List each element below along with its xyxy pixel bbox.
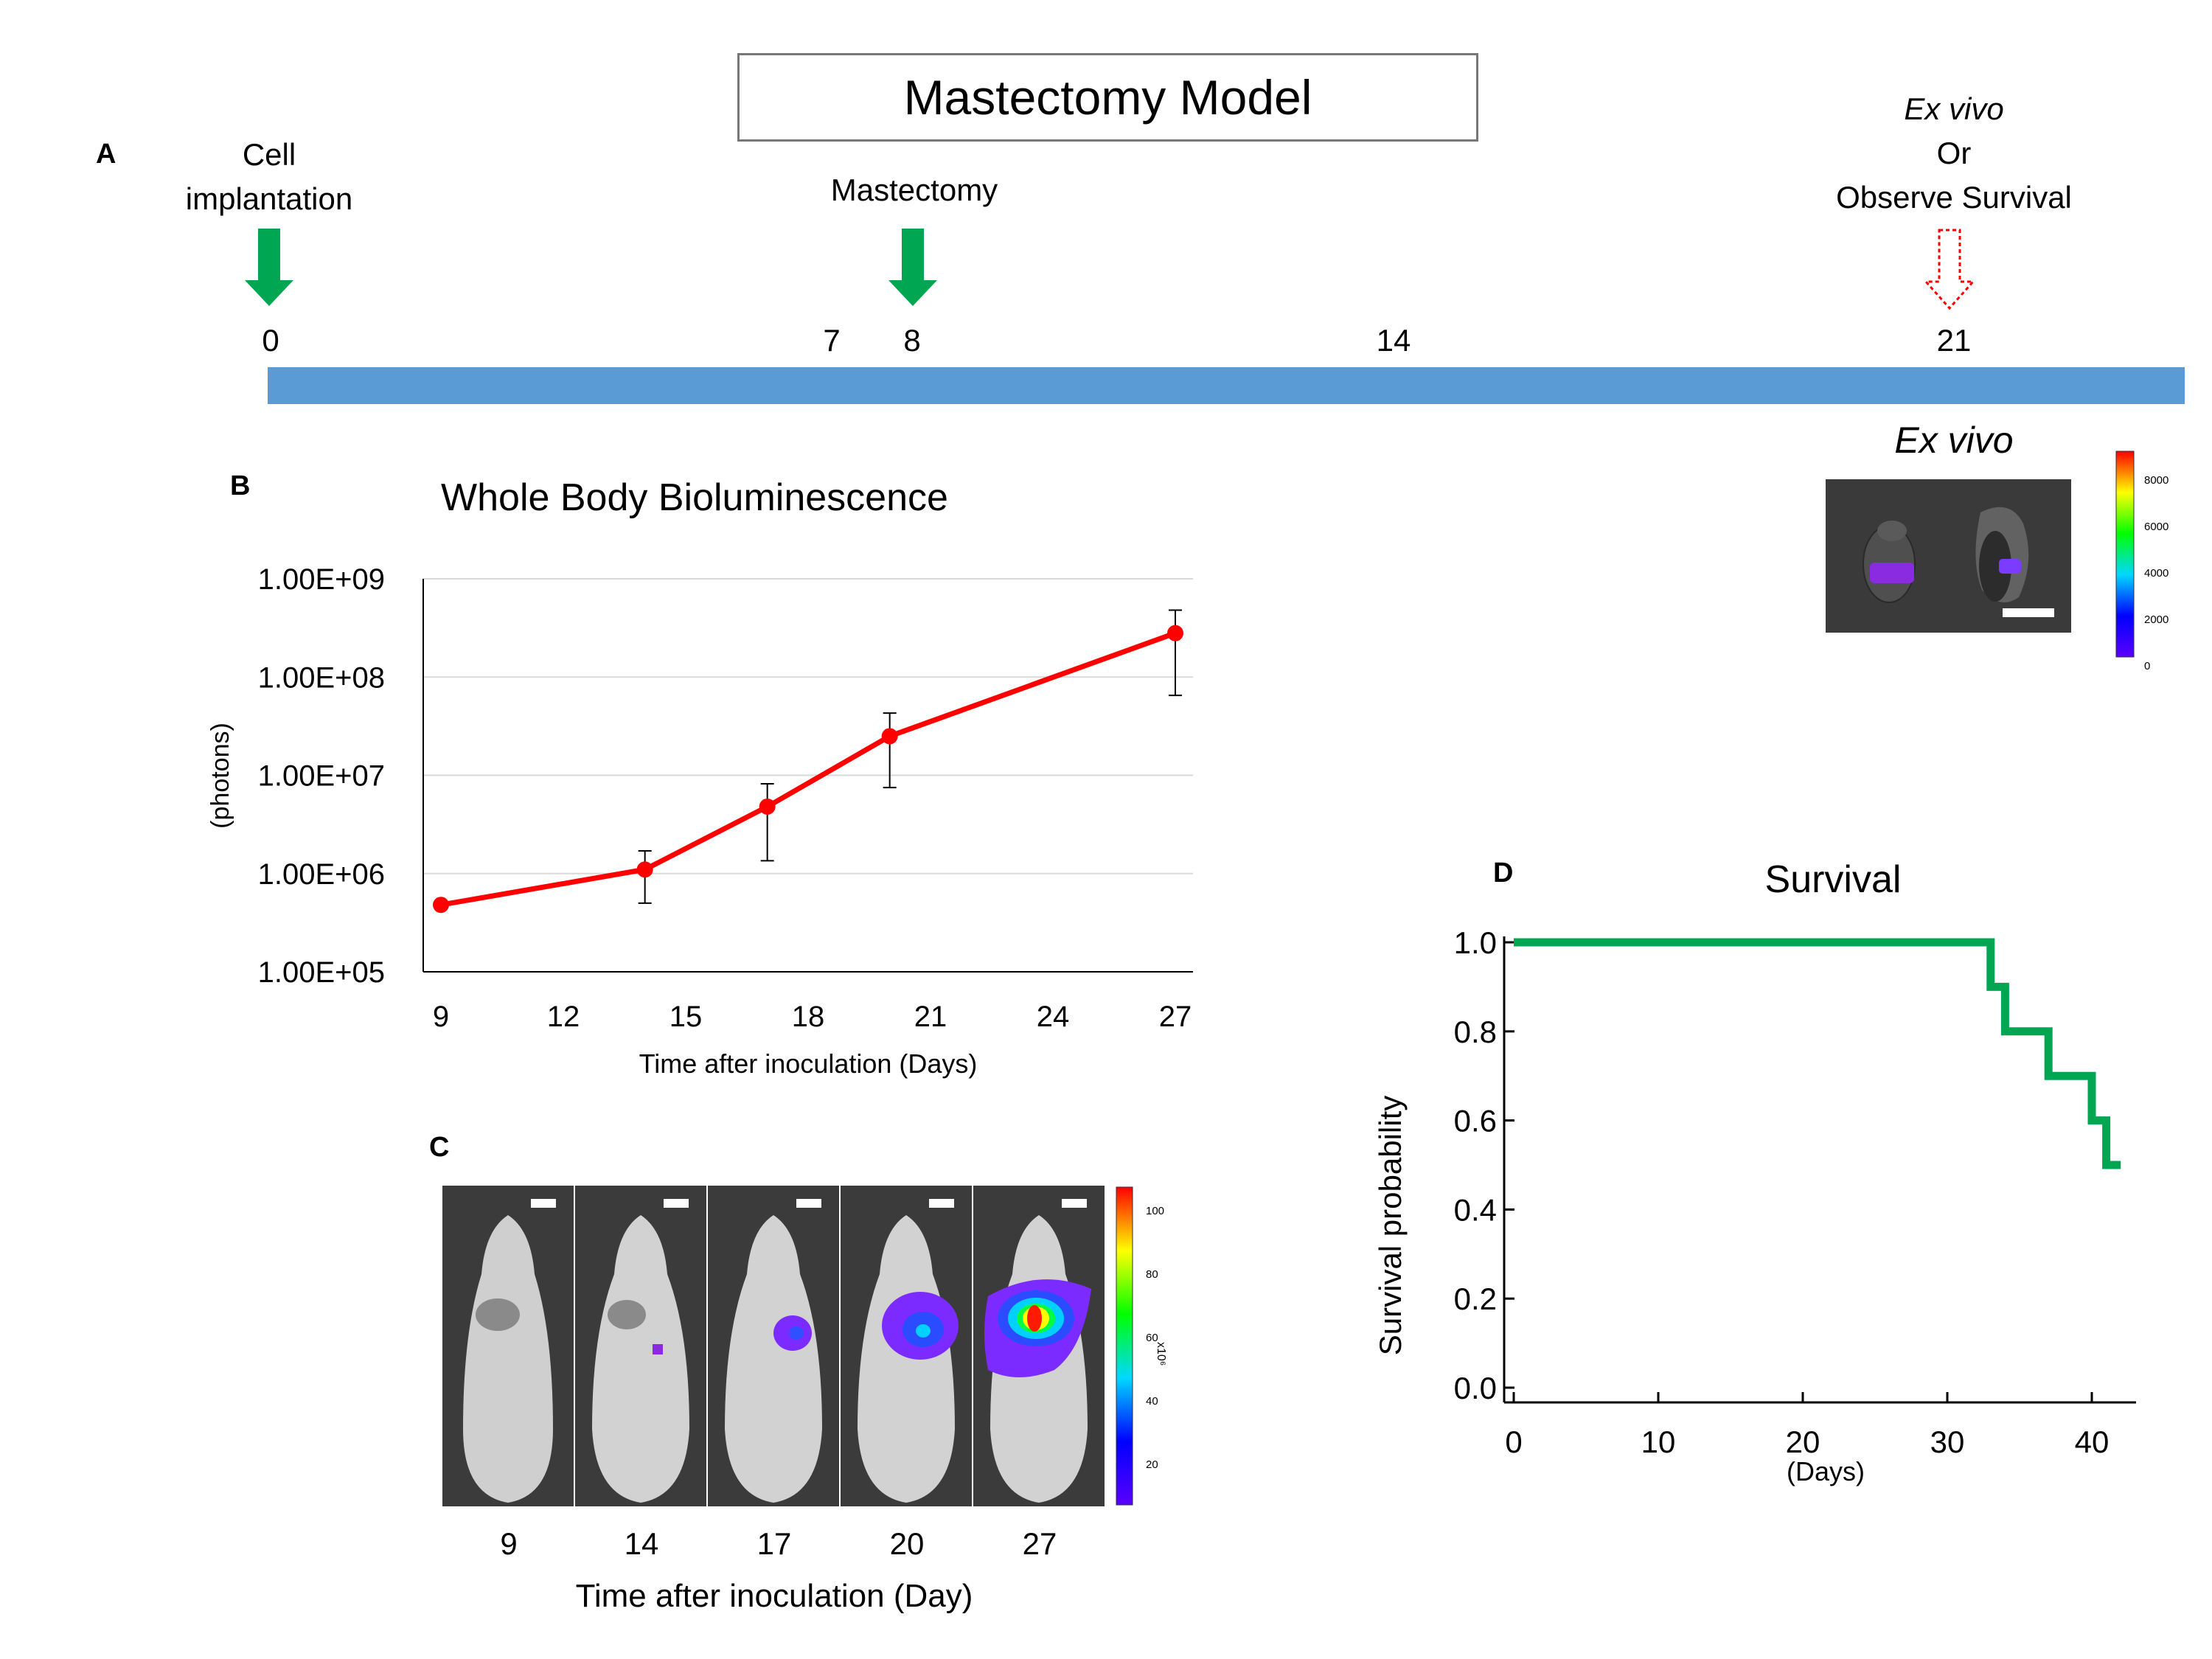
chart-d-y-tick: 0.6 — [1454, 1104, 1497, 1138]
chart-b-x-tick: 27 — [1159, 1001, 1192, 1033]
chart-b-title: Whole Body Bioluminescence — [441, 476, 948, 519]
chart-d-title: Survival — [1765, 858, 1902, 901]
ex-vivo-title: Ex vivo — [1894, 420, 2014, 461]
chart-d-x-tick: 40 — [2075, 1425, 2110, 1459]
event-cell-implantation-label: Cell implantation — [185, 137, 353, 216]
mouse-image-day-9 — [442, 1186, 574, 1506]
chart-b-x-tick: 9 — [433, 1001, 449, 1033]
panel-d-letter: D — [1493, 858, 1514, 888]
mouse-colorbar-unit: x10⁶ — [1155, 1342, 1167, 1366]
chart-b-x-tick: 24 — [1037, 1001, 1070, 1033]
chart-b-xlabel: Time after inoculation (Days) — [639, 1048, 978, 1079]
chart-d-xlabel: (Days) — [1787, 1456, 1865, 1486]
mouse-day-label: 14 — [624, 1526, 659, 1561]
chart-d-x-tick: 0 — [1505, 1425, 1522, 1459]
chart-d-y-tick: 0.0 — [1454, 1371, 1497, 1405]
mastectomy-arrow-icon — [888, 229, 937, 306]
ex-vivo-colorbar — [2115, 451, 2135, 658]
ex-vivo-cbar-tick: 0 — [2144, 660, 2151, 672]
ex-vivo-dotted-arrow-icon — [1923, 229, 1976, 310]
chart-b-y-tick: 1.00E+07 — [258, 760, 385, 793]
ex-vivo-colorbar-ticks: 8000 6000 4000 2000 0 — [2144, 457, 2168, 689]
ex-vivo-image — [1826, 479, 2071, 633]
figure-title: Mastectomy Model — [737, 53, 1478, 142]
panel-c-letter: C — [429, 1132, 450, 1163]
chart-b-y-ticks: 1.00E+09 1.00E+08 1.00E+07 1.00E+06 1.00E+05 — [258, 563, 385, 989]
chart-b-data-point — [1167, 625, 1183, 641]
timeline-bar — [268, 367, 2185, 404]
bioluminescence-chart: Whole Body Bioluminescence 1.00E+091.00E… — [206, 476, 1193, 1079]
chart-b-y-tick: 1.00E+08 — [258, 661, 385, 694]
chart-d-y-ticks: 1.0 0.8 0.6 0.4 0.2 0.0 — [1454, 925, 1514, 1405]
chart-d-x-ticks: 0 10 20 30 40 — [1505, 1392, 2109, 1459]
chart-b-data-point — [881, 728, 898, 745]
ex-vivo-cbar-tick: 2000 — [2144, 613, 2169, 626]
chart-d-y-tick: 0.8 — [1454, 1015, 1497, 1049]
event-mastectomy-label: Mastectomy — [830, 173, 998, 207]
chart-d-survival-step-line — [1514, 938, 2121, 1169]
day-14-label: 14 — [1376, 323, 1411, 358]
chart-b-data-point — [759, 798, 776, 815]
chart-b-ylabel: (photons) — [206, 723, 234, 829]
implantation-arrow-icon — [245, 229, 293, 306]
chart-d-y-tick: 0.2 — [1454, 1281, 1497, 1316]
ex-vivo-cbar-tick: 4000 — [2144, 567, 2169, 580]
chart-b-series — [433, 609, 1183, 914]
mouse-image-strip — [442, 1186, 1106, 1506]
mouse-colorbar — [1116, 1186, 1133, 1506]
chart-b-x-tick: 18 — [792, 1001, 825, 1033]
mouse-day-label: 20 — [889, 1526, 925, 1561]
mouse-colorbar-ticks: 100 80 60 40 20 — [1146, 1180, 1164, 1497]
chart-b-gridlines — [423, 578, 1193, 874]
mouse-day-label: 27 — [1022, 1526, 1057, 1561]
chart-d-x-tick: 10 — [1641, 1425, 1676, 1459]
mouse-cbar-tick: 100 — [1146, 1205, 1165, 1217]
panel-c-xlabel: Time after inoculation (Day) — [575, 1578, 973, 1614]
chart-d-series — [1514, 938, 2121, 1169]
mouse-cbar-tick: 80 — [1146, 1268, 1158, 1281]
chart-b-series-line — [440, 630, 1177, 908]
day-21-label: 21 — [1936, 323, 1972, 358]
event-observe-survival-label: Or Observe Survival — [1836, 136, 2072, 215]
mouse-image-day-17 — [708, 1186, 839, 1506]
chart-b-x-ticks: 9 12 15 18 21 24 27 — [433, 1001, 1192, 1033]
panel-a-letter: A — [96, 139, 116, 170]
event-ex-vivo-label: Ex vivo — [1904, 91, 2004, 126]
chart-d-x-tick: 30 — [1930, 1425, 1965, 1459]
mouse-image-day-27 — [973, 1186, 1105, 1506]
chart-b-x-tick: 21 — [914, 1001, 947, 1033]
chart-b-data-point — [433, 897, 449, 914]
chart-b-y-tick: 1.00E+05 — [258, 956, 385, 989]
day-8-label: 8 — [903, 323, 921, 358]
mouse-day-label: 17 — [757, 1526, 792, 1561]
mouse-image-day-14 — [575, 1186, 706, 1506]
chart-b-data-point — [636, 861, 653, 878]
mouse-cbar-tick: 40 — [1146, 1395, 1158, 1408]
chart-d-y-tick: 0.4 — [1454, 1192, 1497, 1227]
chart-b-x-tick: 15 — [669, 1001, 703, 1033]
day-0-label: 0 — [262, 323, 279, 358]
chart-b-y-tick: 1.00E+06 — [258, 858, 385, 891]
chart-d-y-tick: 1.0 — [1454, 925, 1497, 960]
chart-d-ylabel: Survival probability — [1373, 1096, 1408, 1356]
mouse-cbar-tick: 20 — [1146, 1458, 1158, 1471]
mouse-cbar-tick: 60 — [1146, 1332, 1158, 1344]
chart-d-x-tick: 20 — [1786, 1425, 1820, 1459]
mouse-day-label: 9 — [500, 1526, 518, 1561]
day-7-label: 7 — [823, 323, 841, 358]
survival-chart: Survival 1.0 0.8 0.6 0.4 0.2 0.0 0 10 20 30 40 (D… — [1373, 858, 2136, 1486]
chart-b-x-tick: 12 — [547, 1001, 580, 1033]
chart-b-y-tick: 1.00E+09 — [258, 563, 385, 596]
ex-vivo-cbar-tick: 8000 — [2144, 474, 2169, 487]
ex-vivo-cbar-tick: 6000 — [2144, 521, 2169, 533]
mouse-image-day-20 — [841, 1186, 972, 1506]
panel-b-letter: B — [230, 470, 251, 501]
